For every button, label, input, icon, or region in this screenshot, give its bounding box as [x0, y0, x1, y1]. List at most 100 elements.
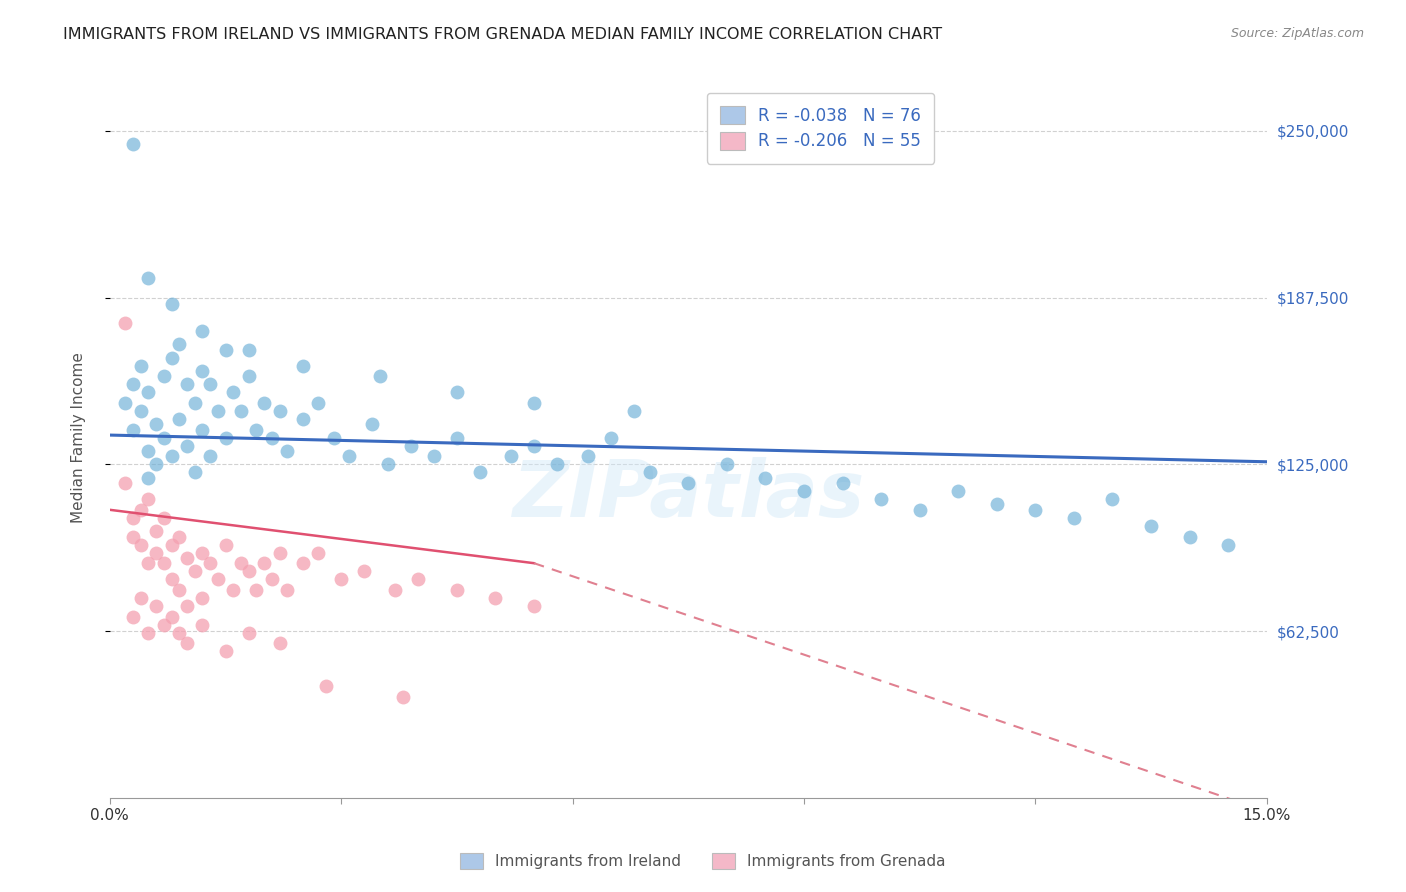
Point [245, 423, 267, 437]
Point [122, 423, 145, 437]
Point [908, 503, 931, 517]
Point [384, 582, 406, 597]
Point [176, 636, 198, 650]
Point [948, 484, 970, 499]
Point [222, 385, 245, 400]
Point [831, 476, 853, 491]
Point [176, 599, 198, 613]
Point [1063, 511, 1085, 525]
Point [330, 572, 353, 586]
Point [1024, 503, 1046, 517]
Point [276, 444, 298, 458]
Point [499, 450, 522, 464]
Legend: Immigrants from Ireland, Immigrants from Grenada: Immigrants from Ireland, Immigrants from… [454, 847, 952, 875]
Point [176, 550, 198, 565]
Point [523, 599, 546, 613]
Point [191, 423, 214, 437]
Point [160, 537, 183, 551]
Point [793, 484, 815, 499]
Point [523, 439, 546, 453]
Point [870, 492, 893, 507]
Point [122, 511, 145, 525]
Point [1218, 537, 1240, 551]
Point [368, 369, 391, 384]
Point [114, 316, 136, 330]
Text: ZIPatlas: ZIPatlas [512, 458, 865, 533]
Point [291, 412, 314, 426]
Point [160, 297, 183, 311]
Point [167, 582, 190, 597]
Point [153, 617, 176, 632]
Point [291, 359, 314, 373]
Point [986, 498, 1008, 512]
Point [183, 466, 205, 480]
Point [153, 369, 176, 384]
Point [207, 572, 229, 586]
Point [138, 471, 160, 485]
Point [138, 625, 160, 640]
Point [214, 343, 236, 357]
Point [1178, 529, 1201, 543]
Point [678, 476, 700, 491]
Point [214, 644, 236, 658]
Point [1140, 518, 1163, 533]
Point [484, 591, 506, 605]
Point [716, 458, 738, 472]
Point [129, 359, 152, 373]
Point [1101, 492, 1123, 507]
Point [468, 466, 491, 480]
Point [167, 529, 190, 543]
Point [145, 599, 167, 613]
Point [546, 458, 568, 472]
Point [229, 404, 252, 418]
Point [191, 545, 214, 559]
Point [160, 572, 183, 586]
Point [315, 679, 337, 693]
Point [523, 396, 546, 410]
Point [153, 511, 176, 525]
Point [253, 396, 276, 410]
Point [138, 556, 160, 570]
Point [160, 351, 183, 365]
Point [392, 690, 415, 704]
Point [176, 377, 198, 392]
Point [183, 564, 205, 578]
Point [754, 471, 776, 485]
Point [153, 556, 176, 570]
Point [114, 476, 136, 491]
Point [167, 625, 190, 640]
Point [446, 431, 468, 445]
Text: Source: ZipAtlas.com: Source: ZipAtlas.com [1230, 27, 1364, 40]
Point [191, 591, 214, 605]
Point [138, 385, 160, 400]
Point [238, 369, 260, 384]
Point [222, 582, 245, 597]
Point [269, 636, 291, 650]
Point [214, 537, 236, 551]
Point [253, 556, 276, 570]
Point [229, 556, 252, 570]
Point [276, 582, 298, 597]
Point [269, 404, 291, 418]
Point [122, 609, 145, 624]
Point [138, 492, 160, 507]
Point [353, 564, 375, 578]
Point [446, 582, 468, 597]
Point [214, 431, 236, 445]
Point [138, 444, 160, 458]
Point [408, 572, 430, 586]
Point [114, 396, 136, 410]
Point [399, 439, 422, 453]
Y-axis label: Median Family Income: Median Family Income [72, 352, 86, 524]
Point [238, 625, 260, 640]
Point [129, 537, 152, 551]
Point [160, 450, 183, 464]
Point [260, 431, 283, 445]
Point [576, 450, 599, 464]
Point [176, 439, 198, 453]
Point [145, 417, 167, 432]
Point [191, 617, 214, 632]
Text: IMMIGRANTS FROM IRELAND VS IMMIGRANTS FROM GRENADA MEDIAN FAMILY INCOME CORRELAT: IMMIGRANTS FROM IRELAND VS IMMIGRANTS FR… [63, 27, 942, 42]
Point [291, 556, 314, 570]
Point [145, 458, 167, 472]
